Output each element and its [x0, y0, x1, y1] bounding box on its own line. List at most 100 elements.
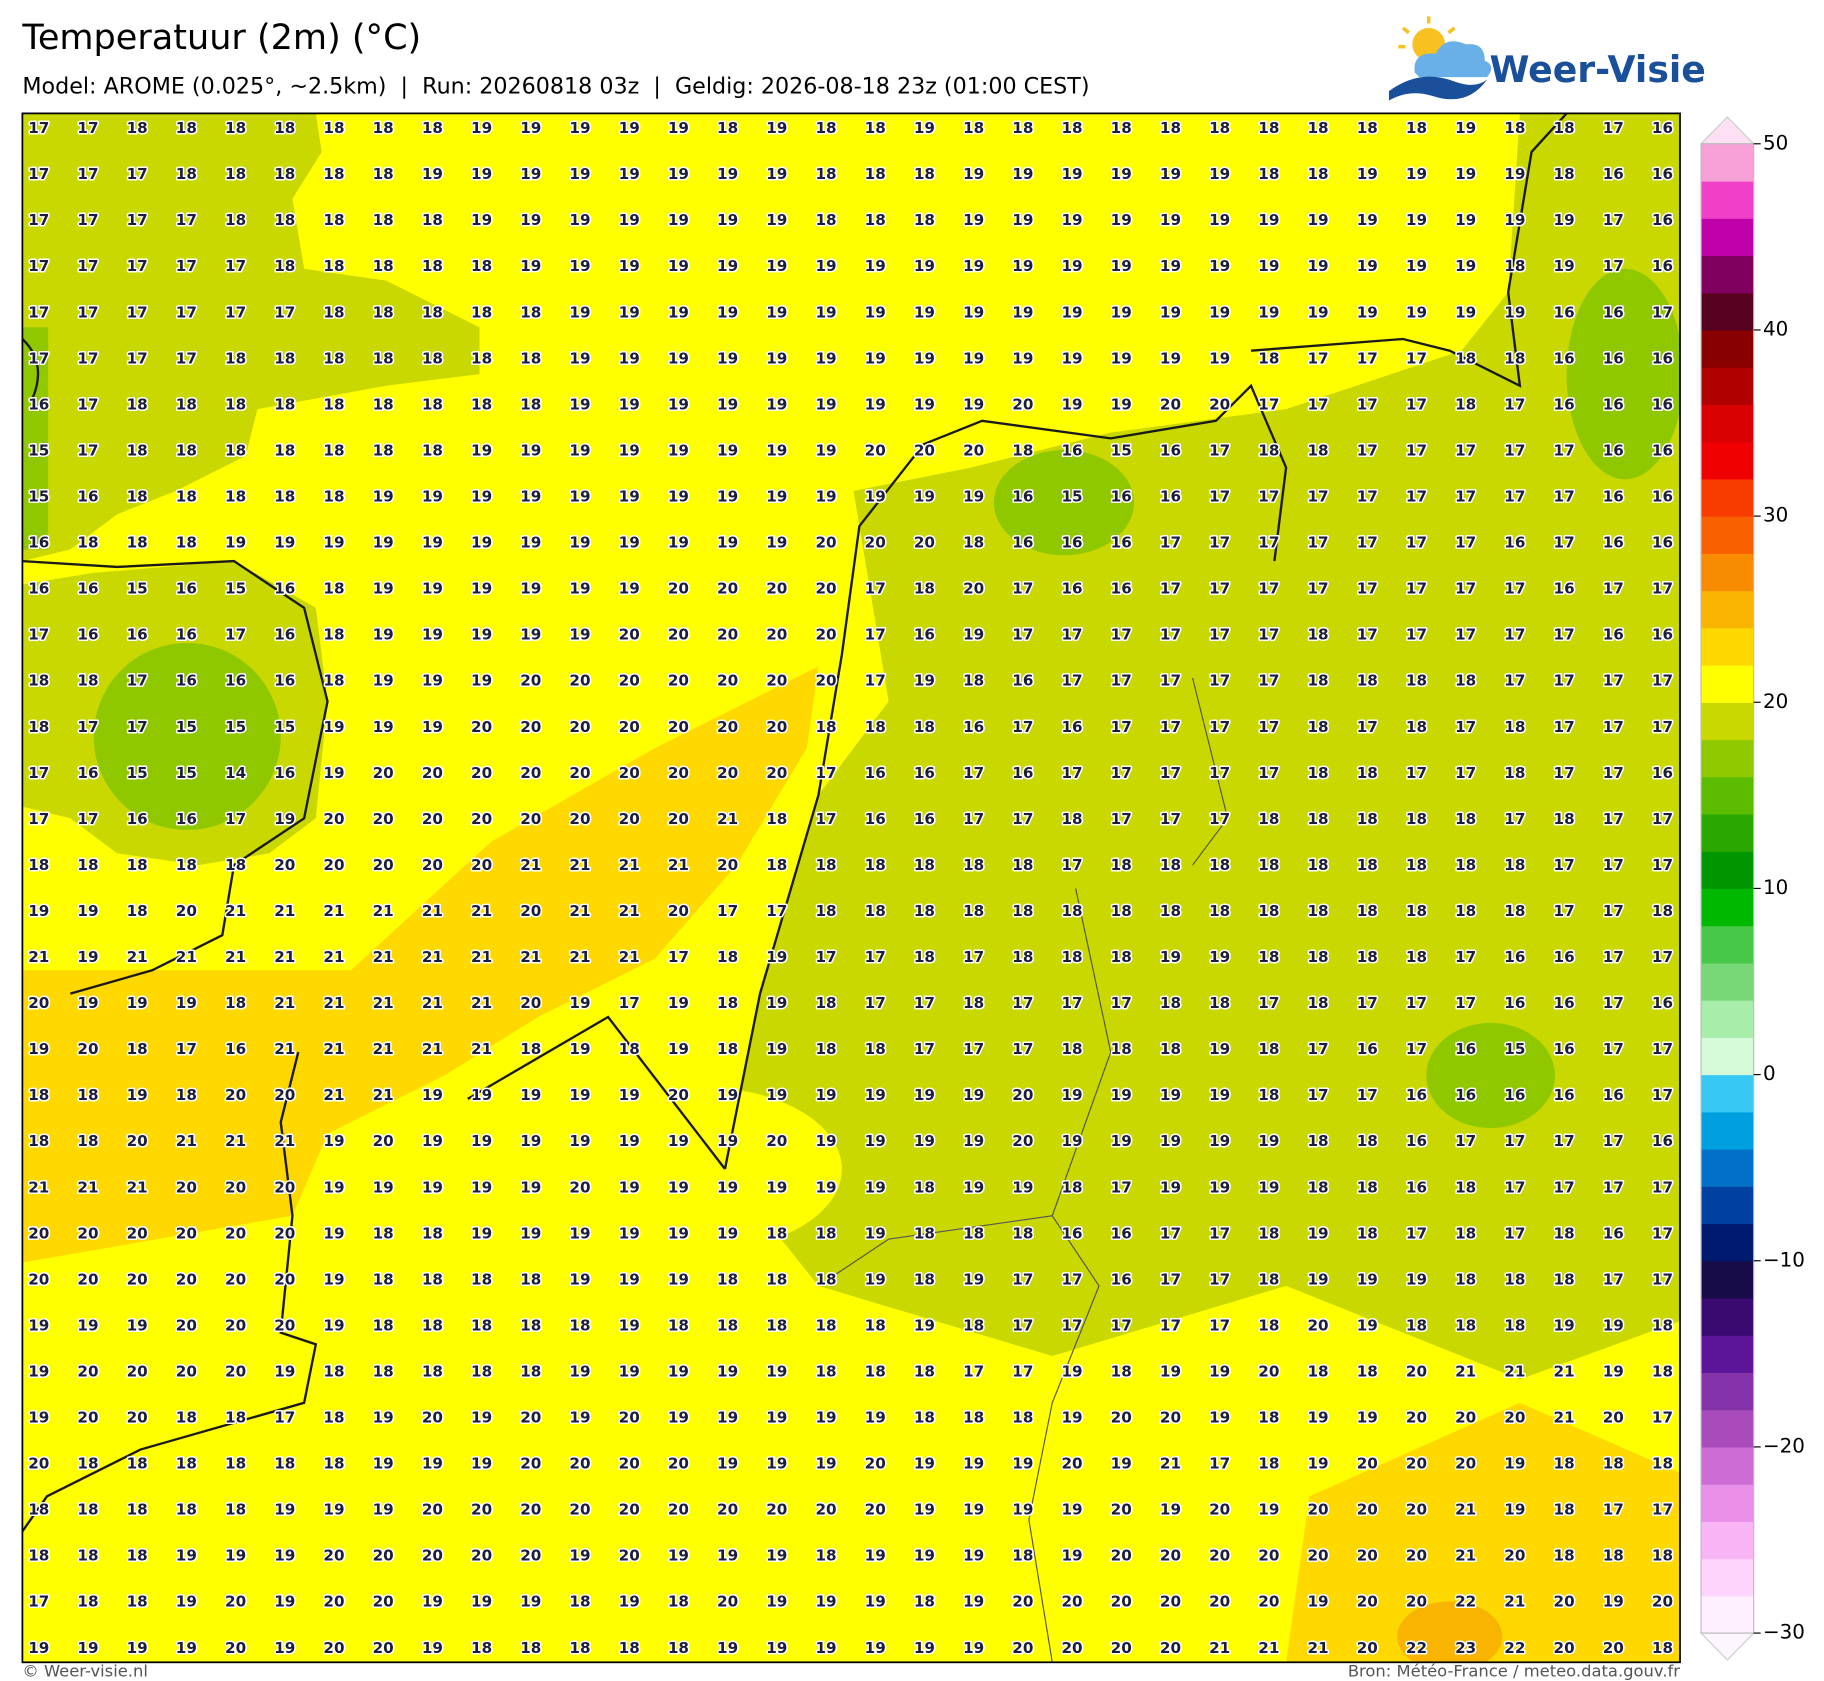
temperature-label: 19	[1455, 257, 1476, 275]
colorbar-band	[1701, 627, 1754, 666]
temperature-label: 20	[717, 580, 738, 598]
temperature-label: 20	[1603, 1639, 1624, 1657]
temperature-label: 18	[1258, 948, 1279, 966]
temperature-label: 21	[274, 1040, 295, 1058]
temperature-label: 17	[127, 349, 148, 367]
temperature-label: 17	[1406, 764, 1427, 782]
warm-area	[22, 666, 819, 1263]
temperature-label: 20	[668, 902, 689, 920]
temperature-label: 16	[1652, 487, 1673, 505]
temperature-label: 19	[1406, 211, 1427, 229]
colorbar-tick-label: −30	[1763, 1621, 1805, 1644]
temperature-label: 20	[1012, 395, 1033, 413]
temperature-label: 21	[274, 902, 295, 920]
temperature-label: 17	[1012, 626, 1033, 644]
temperature-label: 21	[127, 1178, 148, 1196]
temperature-label: 18	[1160, 856, 1181, 874]
temperature-label: 20	[176, 1178, 197, 1196]
temperature-label: 19	[619, 487, 640, 505]
temperature-label: 17	[1209, 764, 1230, 782]
temperature-label: 19	[963, 487, 984, 505]
temperature-label: 19	[865, 1409, 886, 1427]
temperature-label: 19	[815, 1455, 836, 1473]
temperature-label: 16	[1652, 395, 1673, 413]
temperature-label: 18	[1307, 1362, 1328, 1380]
temperature-label: 20	[668, 580, 689, 598]
temperature-label: 18	[815, 1316, 836, 1334]
temperature-label: 19	[717, 303, 738, 321]
temperature-label: 18	[422, 303, 443, 321]
colorbar-tick-label: 20	[1763, 690, 1788, 713]
temperature-label: 18	[1307, 119, 1328, 137]
temperature-label: 18	[766, 1316, 787, 1334]
temperature-label: 19	[914, 672, 935, 690]
temperature-label: 19	[373, 672, 394, 690]
temperature-label: 19	[963, 165, 984, 183]
temperature-label: 17	[1357, 349, 1378, 367]
temperature-label: 21	[1455, 1547, 1476, 1565]
temperature-label: 17	[28, 1593, 49, 1611]
temperature-label: 18	[668, 1639, 689, 1657]
temperature-label: 19	[1061, 395, 1082, 413]
temperature-label: 17	[1652, 1409, 1673, 1427]
temperature-label: 17	[1603, 211, 1624, 229]
temperature-label: 18	[1111, 856, 1132, 874]
temperature-label: 18	[520, 1639, 541, 1657]
temperature-label: 18	[1258, 1086, 1279, 1104]
temperature-label: 17	[1012, 718, 1033, 736]
colorbar-band	[1701, 143, 1754, 182]
temperature-label: 17	[815, 764, 836, 782]
temperature-label: 17	[28, 810, 49, 828]
temperature-label: 17	[1258, 764, 1279, 782]
temperature-label: 19	[1209, 1362, 1230, 1380]
temperature-label: 21	[225, 1132, 246, 1150]
temperature-label: 18	[1652, 1639, 1673, 1657]
temperature-label: 17	[1504, 1178, 1525, 1196]
temperature-label: 18	[1406, 810, 1427, 828]
temperature-label: 18	[77, 1455, 98, 1473]
temperature-label: 18	[1357, 764, 1378, 782]
colorbar-band	[1701, 1558, 1754, 1597]
temperature-label: 17	[1455, 487, 1476, 505]
temperature-label: 19	[963, 1593, 984, 1611]
temperature-label: 19	[963, 1270, 984, 1288]
temperature-label: 21	[569, 856, 590, 874]
temperature-label: 18	[127, 902, 148, 920]
temperature-label: 20	[1504, 1409, 1525, 1427]
temperature-label: 18	[1258, 1040, 1279, 1058]
temperature-label: 18	[1455, 810, 1476, 828]
temperature-label: 18	[1554, 1501, 1575, 1519]
temperature-label: 18	[1307, 856, 1328, 874]
temperature-label: 20	[274, 1224, 295, 1242]
temperature-label: 19	[914, 1501, 935, 1519]
temperature-label: 18	[127, 1593, 148, 1611]
temperature-label: 19	[1307, 1224, 1328, 1242]
temperature-label: 18	[323, 1409, 344, 1427]
temperature-label: 17	[1061, 672, 1082, 690]
temperature-label: 17	[619, 994, 640, 1012]
temperature-label: 18	[471, 349, 492, 367]
temperature-label: 19	[668, 1270, 689, 1288]
temperature-label: 16	[963, 718, 984, 736]
temperature-label: 18	[1061, 1178, 1082, 1196]
temperature-label: 18	[1307, 902, 1328, 920]
temperature-label: 18	[1554, 1224, 1575, 1242]
temperature-label: 17	[1652, 580, 1673, 598]
temperature-label: 17	[1258, 580, 1279, 598]
temperature-label: 19	[1209, 948, 1230, 966]
temperature-label: 18	[225, 994, 246, 1012]
temperature-label: 17	[77, 303, 98, 321]
temperature-label: 17	[1061, 764, 1082, 782]
temperature-label: 20	[1209, 395, 1230, 413]
temperature-label: 20	[1554, 1593, 1575, 1611]
colorbar-band	[1701, 1297, 1754, 1336]
temperature-label: 19	[569, 534, 590, 552]
temperature-label: 17	[914, 1040, 935, 1058]
temperature-label: 16	[274, 764, 295, 782]
temperature-label: 16	[1061, 441, 1082, 459]
temperature-label: 19	[471, 165, 492, 183]
temperature-label: 18	[1307, 718, 1328, 736]
temperature-label: 17	[963, 1040, 984, 1058]
temperature-label: 16	[1554, 994, 1575, 1012]
